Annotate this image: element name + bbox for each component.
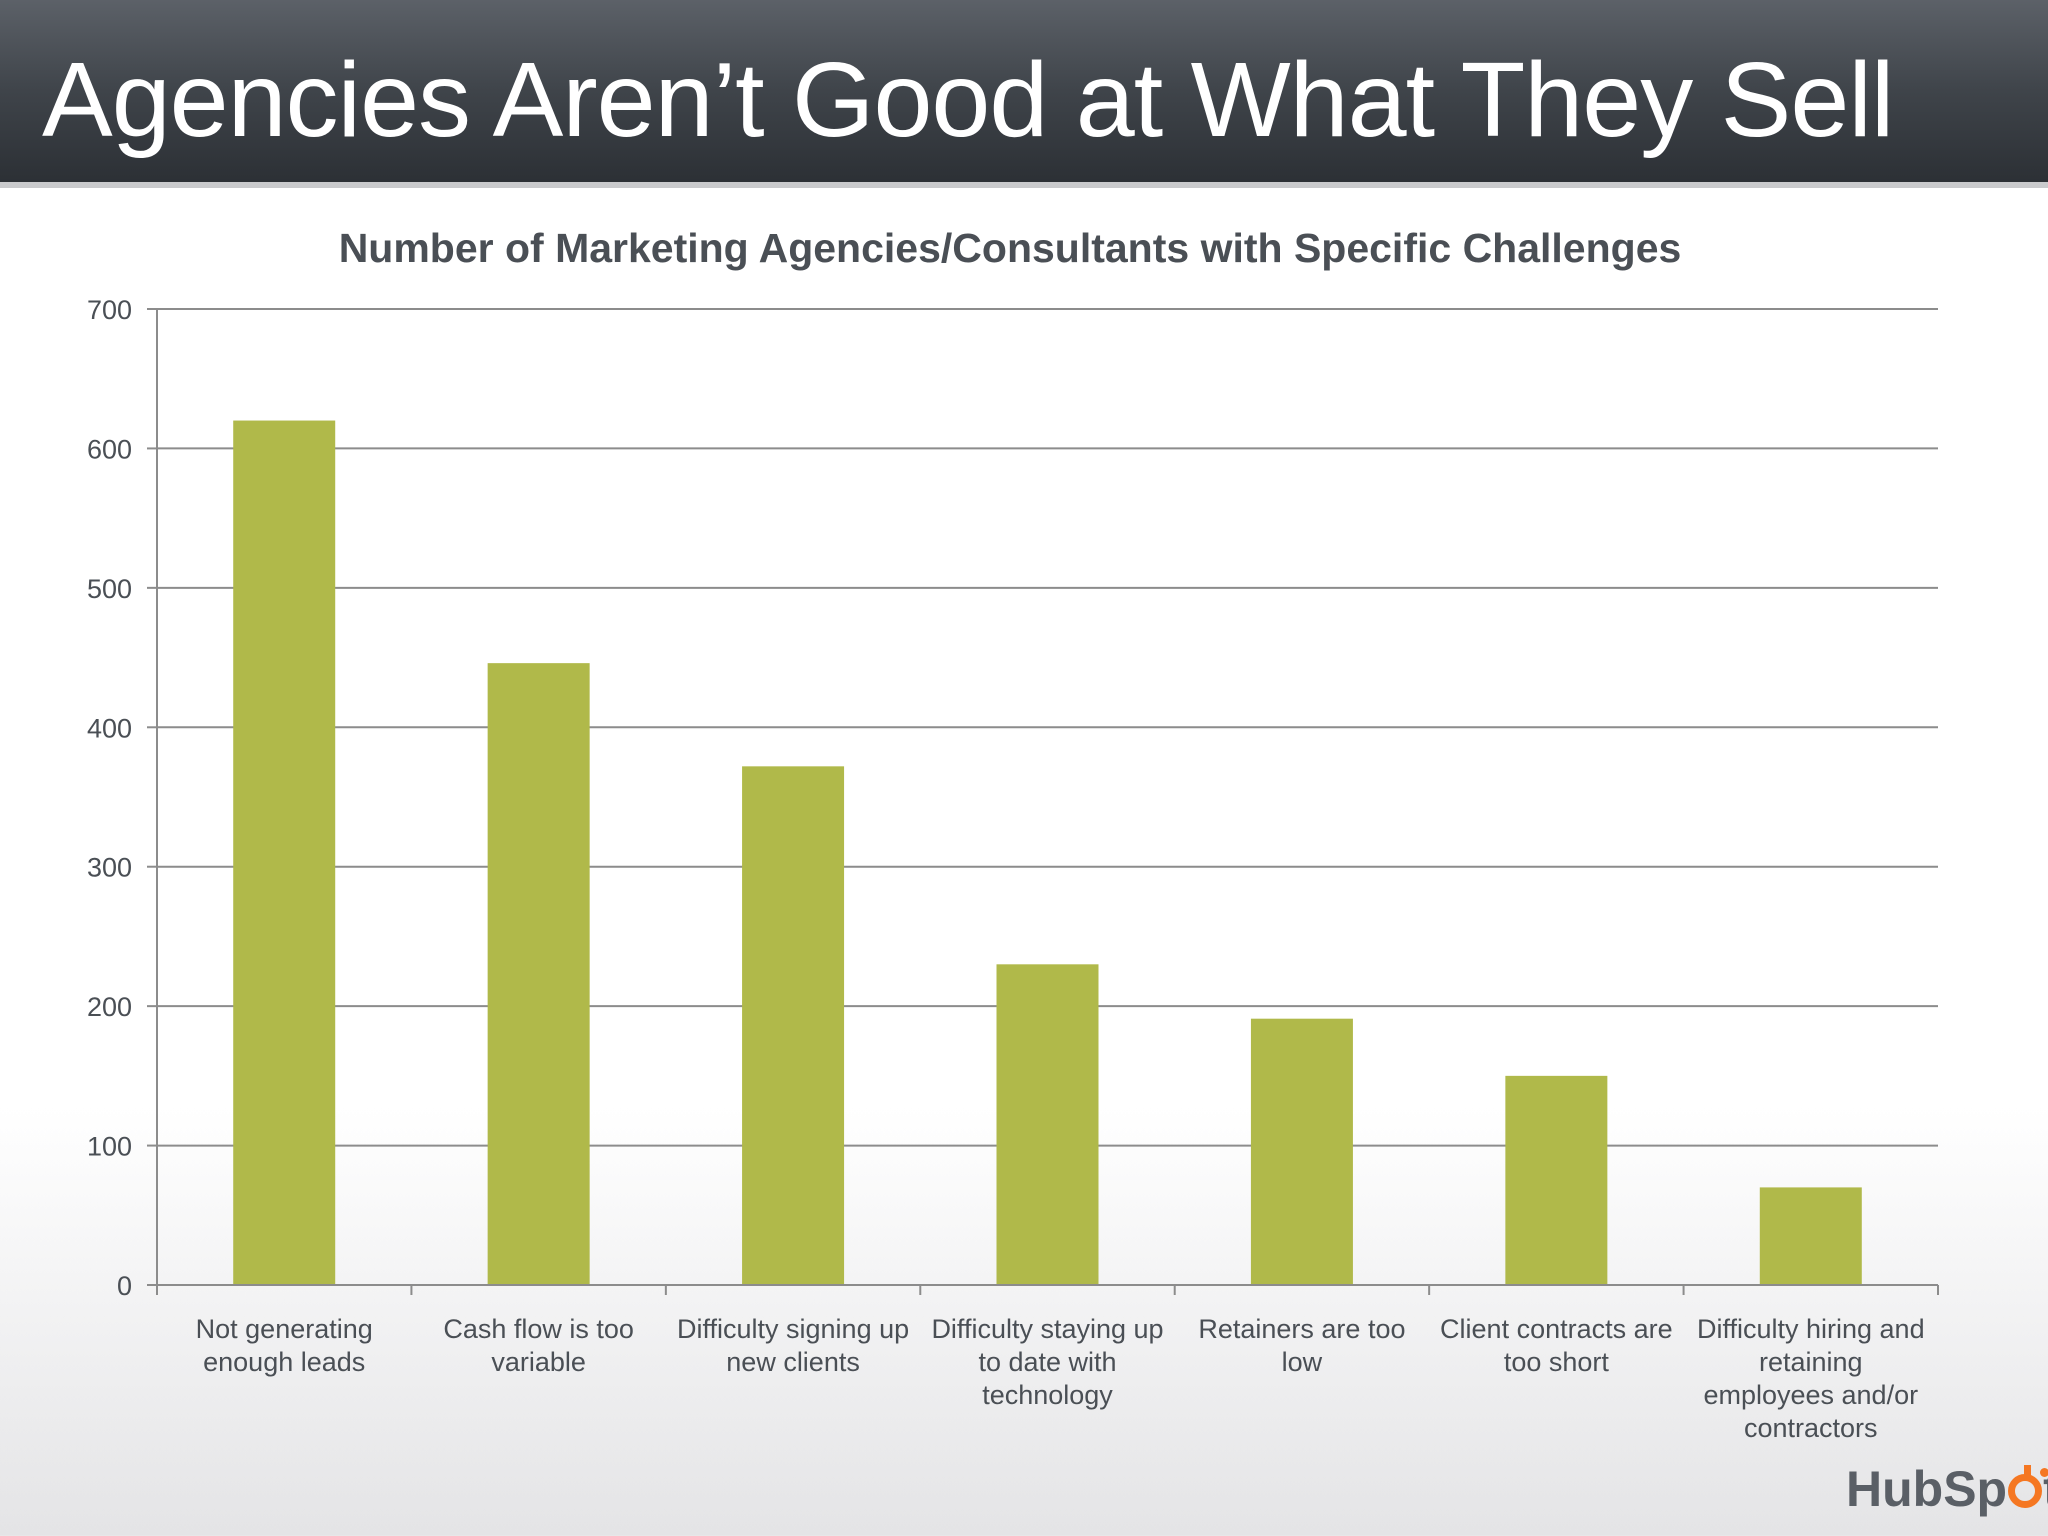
logo-text-start: HubSp: [1846, 1461, 2008, 1517]
axes: [147, 308, 1939, 1295]
y-tick-label: 700: [87, 295, 132, 325]
bar: [233, 420, 336, 1285]
x-category-label: Cash flow is too variable: [443, 1314, 634, 1377]
y-tick-label: 0: [117, 1271, 132, 1301]
sprocket-icon: [2008, 1465, 2048, 1508]
y-tick-label: 400: [87, 713, 132, 743]
x-category-label: Not generating enough leads: [196, 1314, 373, 1377]
x-category-label: Client contracts are too short: [1440, 1314, 1673, 1377]
gridlines: [157, 308, 1938, 1147]
bar: [996, 964, 1099, 1285]
x-category-label: Retainers are too low: [1198, 1314, 1405, 1377]
y-tick-label: 100: [87, 1132, 132, 1162]
x-category-label: Difficulty signing up new clients: [677, 1314, 909, 1377]
y-tick-label: 500: [87, 574, 132, 604]
bar: [742, 766, 845, 1285]
bar: [1759, 1187, 1862, 1285]
y-tick-labels: 0 100 200 300 400 500 600 700: [87, 295, 132, 1301]
x-category-label: Difficulty staying up to date with technol…: [931, 1314, 1163, 1410]
bar: [487, 663, 590, 1285]
chart-title: Number of Marketing Agencies/Consultants…: [339, 225, 1682, 271]
bars: [233, 420, 1862, 1285]
hubspot-logo: HubSpt: [1846, 1460, 2048, 1524]
logo-text-end: t: [2043, 1461, 2048, 1517]
slide-header: Agencies Aren’t Good at What They Sell: [0, 0, 2048, 188]
y-tick-label: 600: [87, 434, 132, 464]
bar: [1250, 1018, 1353, 1285]
bar: [1505, 1075, 1608, 1285]
x-category-label: Difficulty hiring and retaining employees …: [1697, 1314, 1925, 1443]
y-tick-label: 300: [87, 853, 132, 883]
x-category-labels: Not generating enough leads Cash flow is t…: [196, 1314, 1925, 1443]
slide-title: Agencies Aren’t Good at What They Sell: [42, 41, 1894, 159]
y-tick-label: 200: [87, 992, 132, 1022]
